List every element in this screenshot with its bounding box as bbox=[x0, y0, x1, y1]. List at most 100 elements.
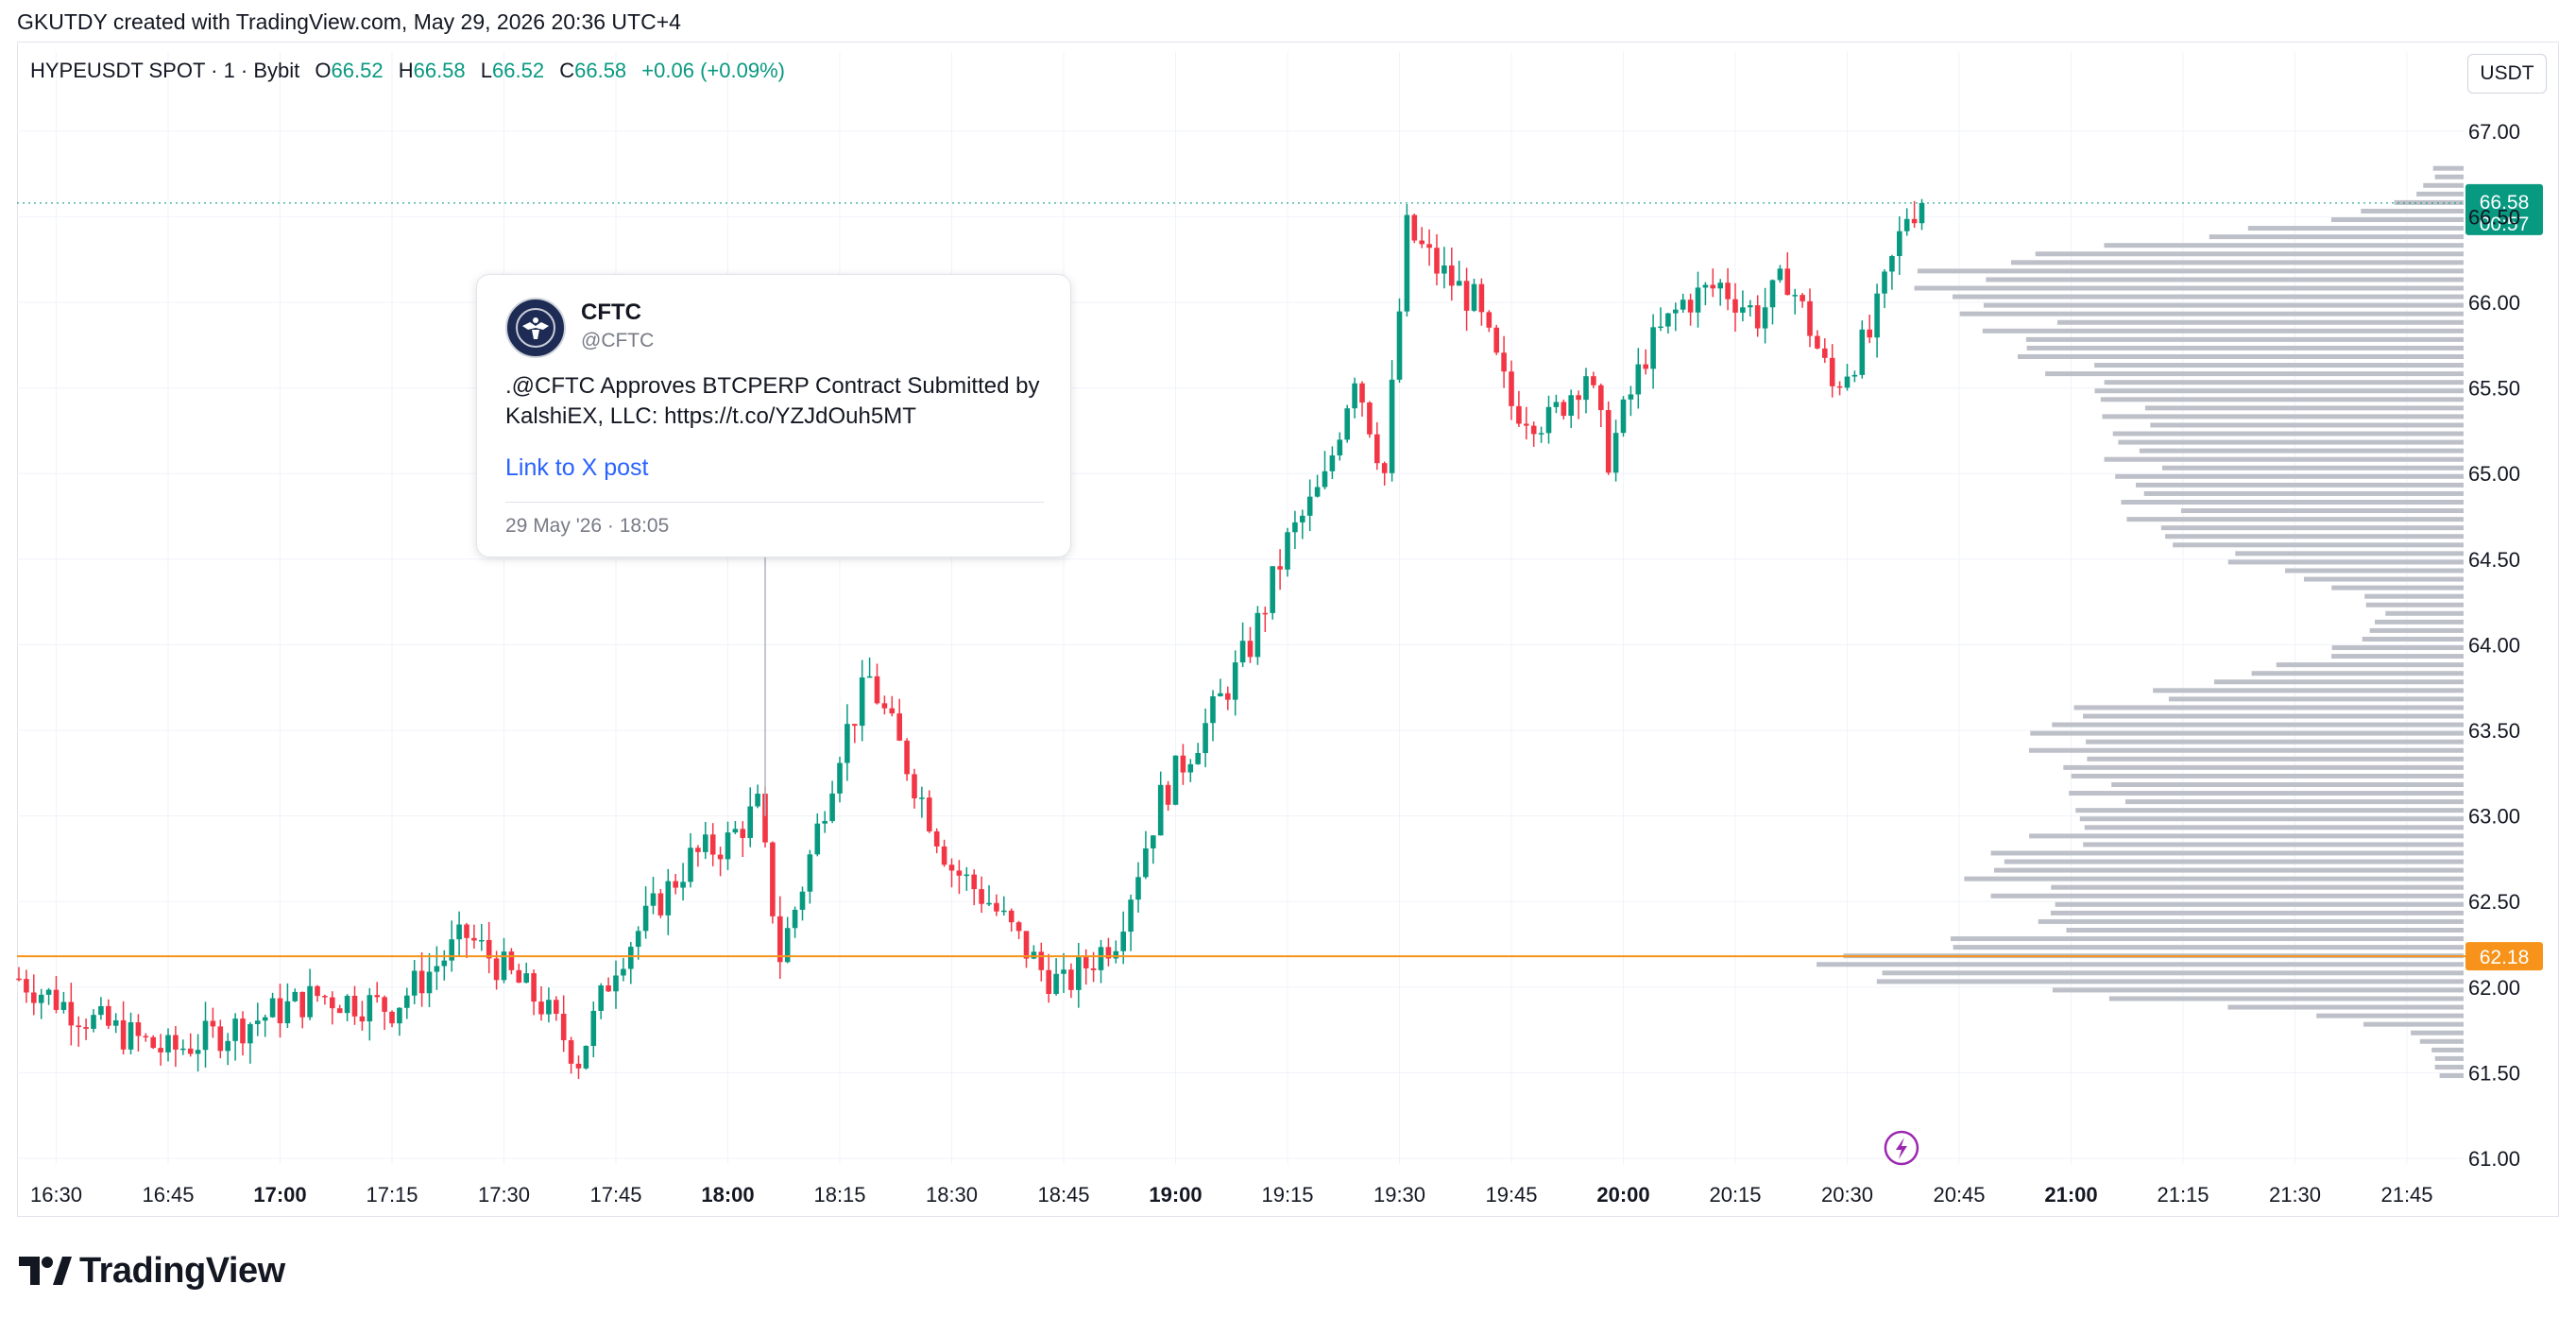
volume-profile-bar bbox=[2026, 345, 2464, 351]
candle-body bbox=[1434, 248, 1440, 274]
candle-body bbox=[665, 881, 672, 916]
low-label: L bbox=[480, 59, 493, 82]
symbol-label[interactable]: HYPEUSDT SPOT · 1 · Bybit bbox=[30, 59, 300, 82]
candle-body bbox=[1516, 405, 1522, 424]
candle-body bbox=[1530, 425, 1537, 435]
candle-body bbox=[1583, 376, 1589, 401]
candle-body bbox=[927, 797, 932, 831]
candle-body bbox=[367, 995, 373, 1022]
y-tick-label: 61.50 bbox=[2468, 1061, 2520, 1085]
candle-body bbox=[680, 882, 686, 888]
volume-profile-bar bbox=[2045, 371, 2464, 377]
candle-body bbox=[523, 973, 529, 984]
candle-body bbox=[1090, 967, 1097, 970]
candle-body bbox=[1068, 969, 1074, 990]
candle-body bbox=[1859, 329, 1866, 375]
candle-body bbox=[1172, 755, 1179, 805]
volume-profile-bar bbox=[2419, 1038, 2464, 1044]
volume-profile-bar bbox=[2362, 636, 2464, 642]
candle-body bbox=[1411, 214, 1418, 241]
candle-body bbox=[382, 997, 387, 1012]
tweet-author[interactable]: CFTC bbox=[581, 300, 641, 325]
candle-body bbox=[1889, 256, 1895, 272]
candle-body bbox=[1792, 295, 1798, 297]
volume-profile-bar bbox=[2431, 1047, 2464, 1053]
candle-body bbox=[1493, 327, 1499, 353]
change-value: +0.06 (+0.09%) bbox=[641, 59, 785, 82]
volume-profile-bar bbox=[2030, 730, 2464, 736]
candle-body bbox=[964, 874, 970, 877]
candle-body bbox=[1784, 268, 1791, 296]
candle-body bbox=[1561, 402, 1567, 417]
candle-body bbox=[255, 1020, 261, 1024]
candle-body bbox=[1687, 300, 1694, 313]
volume-profile-bar bbox=[2432, 165, 2464, 171]
candle-body bbox=[180, 1048, 186, 1051]
candle-body bbox=[546, 1000, 552, 1015]
candle-body bbox=[1463, 281, 1470, 311]
candle-body bbox=[1628, 394, 1634, 400]
volume-profile-bar bbox=[1983, 302, 2464, 308]
candle-body bbox=[128, 1022, 134, 1050]
x-tick-label: 17:00 bbox=[253, 1183, 306, 1207]
volume-profile-bar bbox=[2056, 319, 2464, 325]
tradingview-logo-text: TradingView bbox=[79, 1250, 285, 1291]
volume-profile-bar bbox=[2071, 773, 2464, 779]
candle-body bbox=[1650, 327, 1656, 369]
candle-body bbox=[874, 676, 880, 704]
volume-profile-bar bbox=[2276, 662, 2464, 668]
candle-body bbox=[1076, 957, 1082, 990]
volume-profile-bar bbox=[2150, 422, 2464, 428]
volume-profile bbox=[1817, 165, 2464, 1079]
volume-profile-bar bbox=[2126, 517, 2464, 522]
candle-body bbox=[1023, 931, 1030, 959]
candle-body bbox=[1576, 395, 1581, 401]
candle-body bbox=[814, 823, 821, 855]
candle-body bbox=[1151, 835, 1156, 848]
candle-body bbox=[83, 1027, 89, 1029]
candle-body bbox=[1105, 947, 1112, 959]
candle-body bbox=[1038, 951, 1045, 970]
candle-body bbox=[725, 832, 731, 860]
candle-body bbox=[1015, 922, 1022, 932]
tweet-card[interactable]: CFTC @CFTC .@CFTC Approves BTCPERP Contr… bbox=[476, 274, 1071, 557]
candle-body bbox=[1851, 374, 1858, 377]
currency-button[interactable]: USDT bbox=[2467, 54, 2547, 94]
candle-body bbox=[1903, 218, 1910, 231]
candle-body bbox=[650, 893, 657, 906]
volume-profile-bar bbox=[2010, 260, 2464, 265]
candle-body bbox=[1008, 910, 1015, 923]
x-tick-label: 17:45 bbox=[589, 1183, 641, 1207]
tweet-handle[interactable]: @CFTC bbox=[581, 330, 655, 351]
candle-body bbox=[1396, 311, 1403, 380]
y-tick-label: 67.00 bbox=[2468, 120, 2520, 144]
tweet-link[interactable]: Link to X post bbox=[505, 454, 649, 481]
y-tick-label: 65.50 bbox=[2468, 377, 2520, 401]
tweet-date: 29 May '26 · 18:05 bbox=[505, 515, 670, 537]
volume-profile-bar bbox=[2303, 576, 2464, 582]
candle-body bbox=[112, 1019, 119, 1026]
volume-profile-bar bbox=[2025, 336, 2464, 342]
tradingview-logo[interactable]: TradingView bbox=[19, 1249, 285, 1292]
candle-body bbox=[158, 1048, 163, 1053]
candle-body bbox=[1665, 313, 1671, 327]
candle-body bbox=[31, 992, 37, 1003]
candle-body bbox=[971, 874, 977, 890]
candle-body bbox=[269, 998, 276, 1018]
x-tick-label: 21:45 bbox=[2380, 1183, 2432, 1207]
y-tick-label: 61.00 bbox=[2468, 1147, 2520, 1171]
candle-body bbox=[292, 991, 299, 1001]
candle-body bbox=[1419, 240, 1424, 245]
candle-body bbox=[1867, 329, 1872, 338]
open-label: O bbox=[315, 59, 332, 82]
candle-body bbox=[1754, 305, 1761, 329]
candle-body bbox=[1165, 784, 1171, 805]
candle-body bbox=[1620, 399, 1627, 434]
candle-body bbox=[165, 1035, 171, 1053]
candle-body bbox=[673, 881, 678, 888]
candle-body bbox=[1449, 265, 1455, 286]
candle-body bbox=[1157, 784, 1164, 836]
candle-body bbox=[1769, 280, 1776, 308]
